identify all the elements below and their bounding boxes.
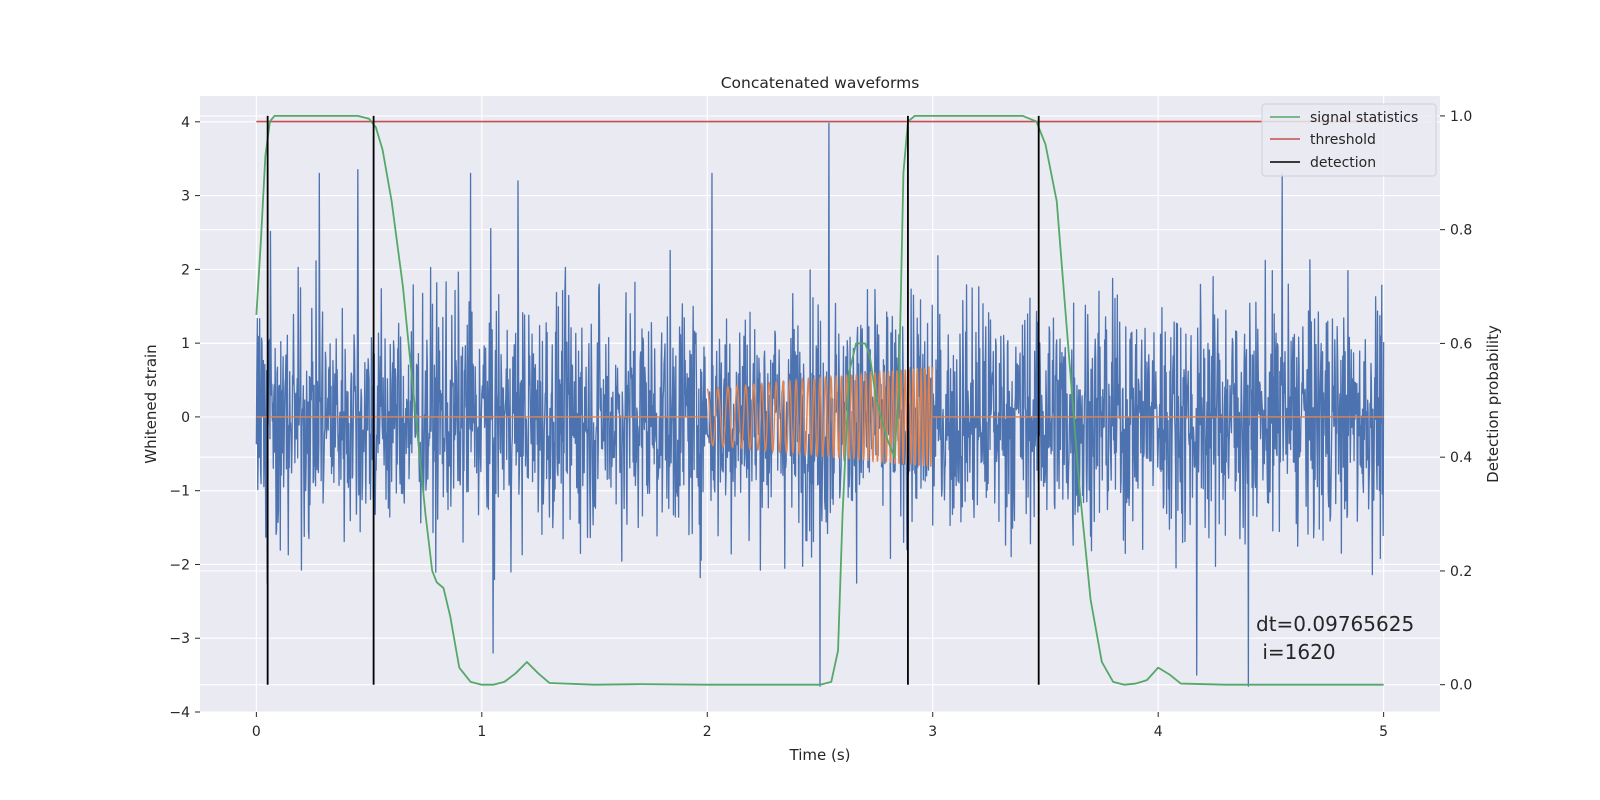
y-tick-label: −4: [169, 705, 190, 721]
x-tick-label: 1: [477, 724, 486, 740]
y-tick-label: −1: [169, 484, 190, 500]
series-layer: [255, 115, 1384, 686]
y2-axis-label: Detection probability: [1484, 325, 1502, 483]
noise-line: [255, 122, 1385, 687]
x-tick-label: 2: [703, 724, 712, 740]
noise-waveform: [255, 122, 1385, 687]
y-tick-label: 4: [181, 115, 190, 131]
signal-statistics-line: [255, 115, 1384, 686]
y-tick-label: −2: [169, 557, 190, 573]
x-axis-ticks: 0 1 2 3 4 5: [252, 712, 1388, 740]
y2-axis-ticks: 0.0 0.2 0.4 0.6 0.8 1.0: [1440, 109, 1472, 694]
y2-tick-label: 0.0: [1450, 678, 1472, 694]
x-tick-label: 5: [1379, 724, 1388, 740]
y-tick-label: −3: [169, 631, 190, 647]
y2-tick-label: 0.2: [1450, 564, 1472, 580]
chart-title: Concatenated waveforms: [721, 74, 920, 92]
legend-label-detection: detection: [1310, 155, 1376, 171]
y-axis-ticks: −4 −3 −2 −1 0 1 2 3 4: [169, 115, 200, 721]
annotation-index: i=1620: [1256, 640, 1336, 664]
y-tick-label: 3: [181, 189, 190, 205]
x-tick-label: 0: [252, 724, 261, 740]
x-tick-label: 4: [1154, 724, 1163, 740]
injected-signal-line: [256, 365, 1384, 467]
y2-tick-label: 0.4: [1450, 450, 1472, 466]
y2-tick-label: 0.6: [1450, 336, 1472, 352]
annotation-dt: dt=0.09765625: [1256, 612, 1414, 636]
legend: signal statistics threshold detection: [1261, 103, 1437, 177]
y-tick-label: 0: [181, 410, 190, 426]
legend-label-threshold: threshold: [1310, 132, 1376, 148]
x-axis-label: Time (s): [789, 746, 851, 764]
x-tick-label: 3: [928, 724, 937, 740]
y-tick-label: 2: [181, 262, 190, 278]
legend-label-signal-statistics: signal statistics: [1310, 110, 1418, 126]
y2-tick-label: 1.0: [1450, 109, 1472, 125]
legend-box: [1261, 103, 1437, 177]
y2-tick-label: 0.8: [1450, 223, 1472, 239]
y-tick-label: 1: [181, 336, 190, 352]
y-axis-label: Whitened strain: [142, 344, 160, 463]
